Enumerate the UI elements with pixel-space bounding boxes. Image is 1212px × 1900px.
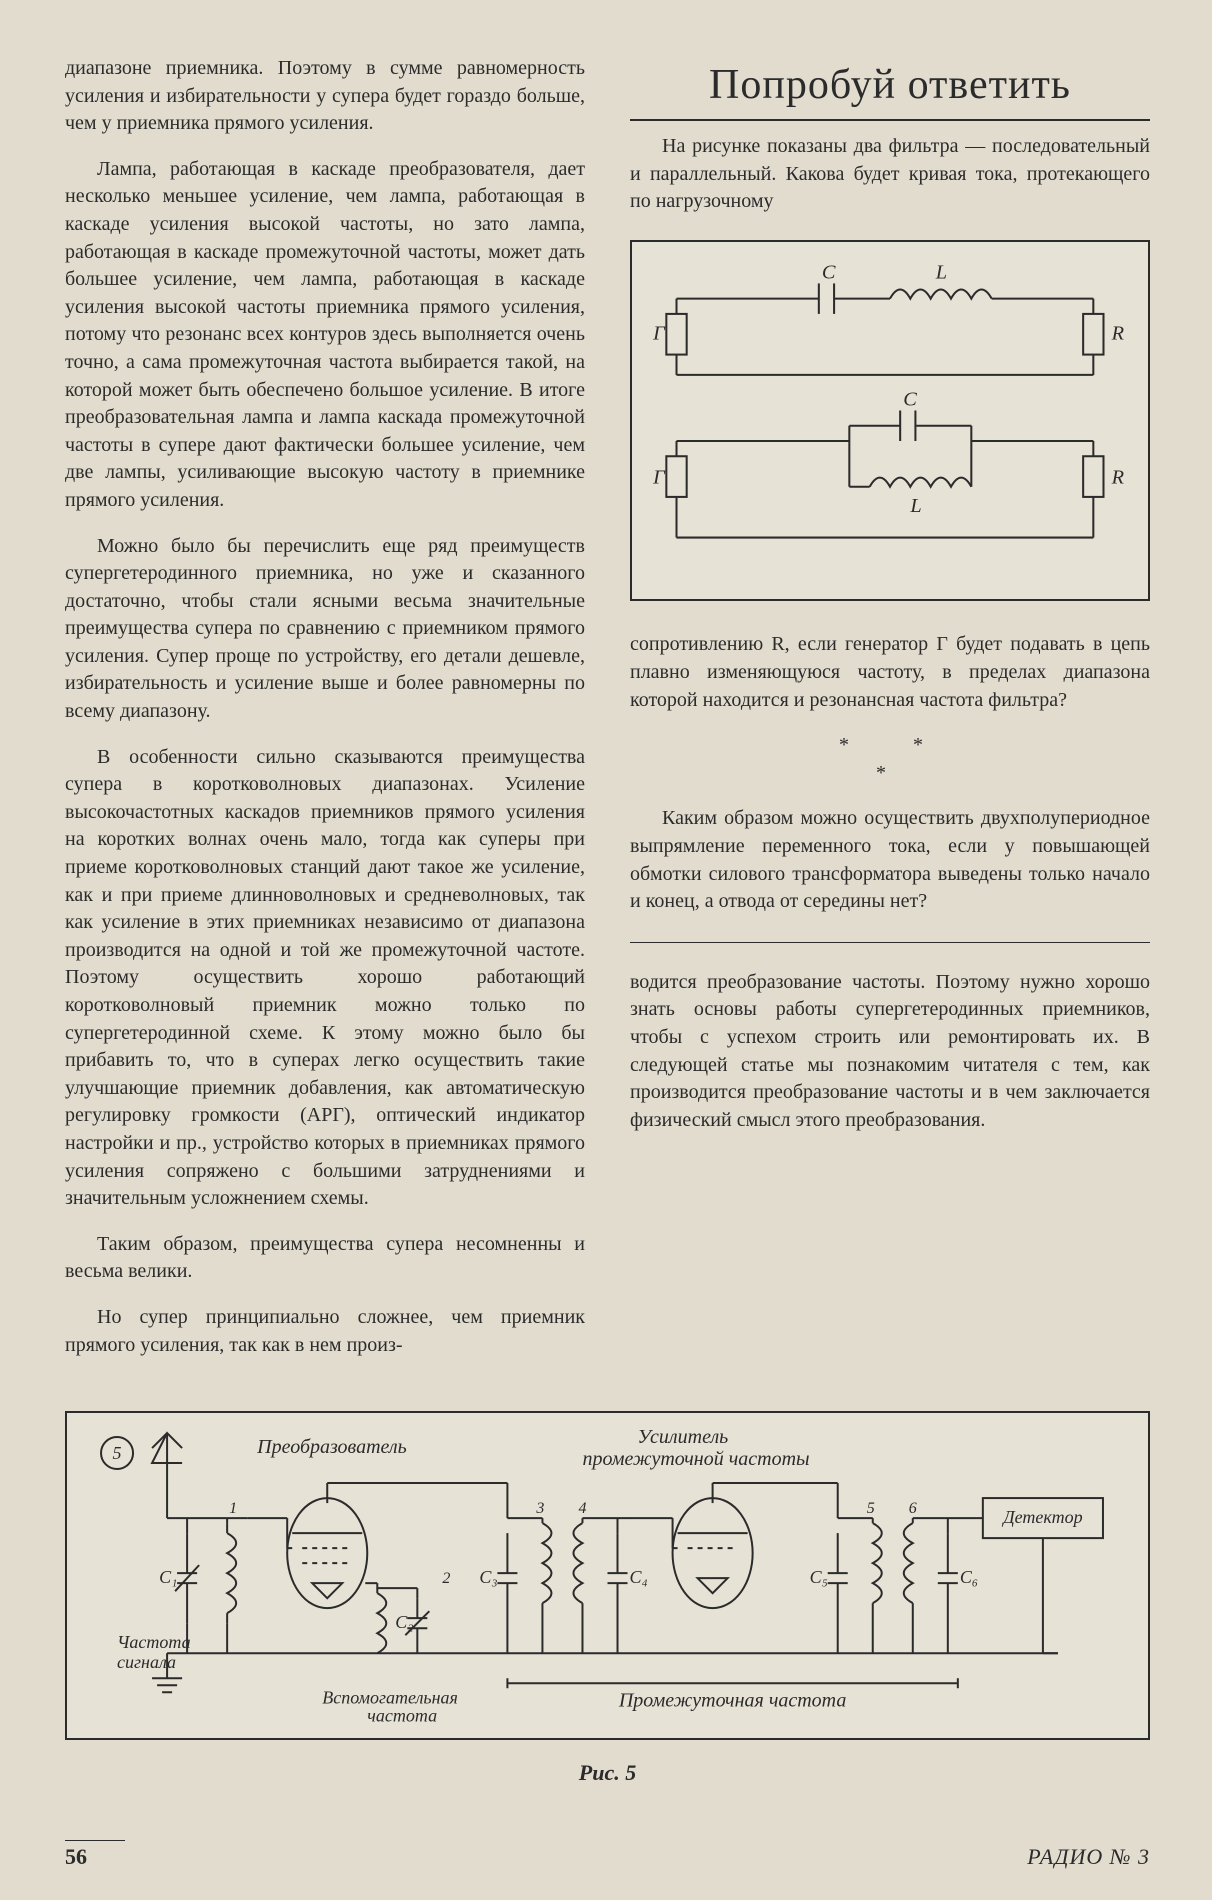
gen-label-bot: Г — [652, 466, 666, 488]
aux-freq-1: Вспомогательная — [322, 1687, 458, 1707]
if-amp-label-2: промежуточной частоты — [582, 1448, 809, 1470]
section-rule — [630, 942, 1150, 943]
page-number: 56 — [65, 1840, 125, 1870]
c6-label: C₆ — [960, 1567, 978, 1587]
coil-6: 6 — [909, 1500, 917, 1517]
filter-circuit-svg: C L Г R C L Г R — [646, 258, 1134, 573]
if-amp-label-1: Усилитель — [638, 1426, 729, 1448]
two-columns: диапазоне приемника. Поэтому в сумме рав… — [65, 55, 1150, 1377]
c4-label: C₄ — [630, 1567, 648, 1587]
sig-freq-1: Частота — [117, 1632, 191, 1652]
cap-label-bot: C — [903, 388, 917, 410]
p-left-4: В особенности сильно сказываются преимущ… — [65, 744, 585, 1213]
ind-label-bot: L — [909, 495, 921, 517]
aux-freq-2: частота — [367, 1705, 437, 1723]
c1-label: C₁ — [159, 1567, 177, 1587]
sidebar-title: Попробуй ответить — [630, 57, 1150, 121]
coil-5: 5 — [867, 1500, 875, 1517]
p-left-2: Лампа, работающая в каскаде преобразоват… — [65, 156, 585, 515]
p-left-1: диапазоне приемника. Поэтому в сумме рав… — [65, 55, 585, 138]
figure-5-caption: Рис. 5 — [65, 1760, 1150, 1786]
figure-5-svg: 5 Преобразователь Усилитель промежуточно… — [77, 1423, 1138, 1723]
coil-2: 2 — [442, 1570, 450, 1587]
filter-circuit-diagram: C L Г R C L Г R — [630, 240, 1150, 602]
page-footer: 56 РАДИО № 3 — [65, 1840, 1150, 1870]
c5-label: C₅ — [810, 1567, 828, 1587]
p-left-3: Можно было бы перечислить еще ряд преиму… — [65, 533, 585, 726]
p-left-5: Таким образом, преимущества супера несом… — [65, 1231, 585, 1286]
stars-separator: * ** — [630, 732, 1150, 787]
coil-4: 4 — [578, 1500, 586, 1517]
coil-1: 1 — [229, 1500, 237, 1517]
question-1a: На рисунке показаны два фильтра — послед… — [630, 133, 1150, 216]
c3-label: C₃ — [479, 1567, 497, 1587]
res-label-top: R — [1111, 322, 1125, 344]
question-2: Каким образом можно осуществить двухполу… — [630, 805, 1150, 915]
converter-label: Преобразователь — [256, 1436, 407, 1458]
p-left-6: Но супер принципиально сложнее, чем прие… — [65, 1304, 585, 1359]
badge-5: 5 — [113, 1443, 122, 1463]
journal-id: РАДИО № 3 — [1027, 1844, 1150, 1870]
p-continuation: водится преобразование частоты. Поэтому … — [630, 969, 1150, 1135]
figure-5-block-diagram: 5 Преобразователь Усилитель промежуточно… — [65, 1411, 1150, 1786]
gen-label-top: Г — [652, 322, 666, 344]
ind-label-top: L — [935, 261, 947, 283]
res-label-bot: R — [1111, 466, 1125, 488]
sig-freq-2: сигнала — [117, 1652, 176, 1672]
left-column: диапазоне приемника. Поэтому в сумме рав… — [65, 55, 585, 1377]
page-content: диапазоне приемника. Поэтому в сумме рав… — [65, 55, 1150, 1786]
coil-3: 3 — [535, 1500, 544, 1517]
c2-label: C₂ — [395, 1612, 413, 1632]
cap-label-top: C — [822, 261, 836, 283]
if-freq-label: Промежуточная частота — [618, 1689, 847, 1711]
detector-label: Детектор — [1001, 1507, 1082, 1527]
right-column: Попробуй ответить На рисунке показаны дв… — [630, 55, 1150, 1377]
question-1b: сопротивлению R, если генератор Г будет … — [630, 631, 1150, 714]
